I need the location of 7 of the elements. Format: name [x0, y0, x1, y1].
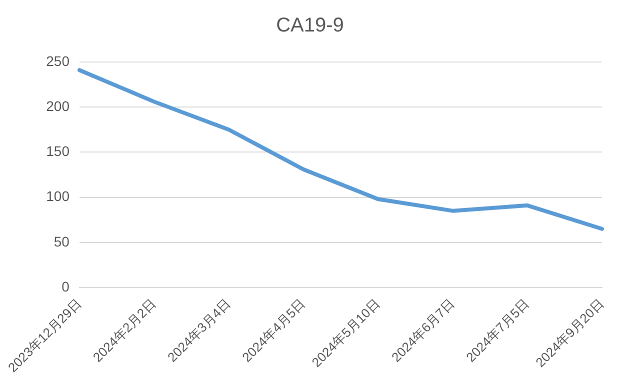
y-tick-label: 200 — [46, 98, 70, 114]
y-tick-label: 100 — [46, 188, 70, 204]
y-tick-label: 0 — [62, 278, 70, 294]
chart-title: CA19-9 — [276, 14, 344, 37]
y-tick-label: 250 — [46, 52, 70, 69]
y-tick-label: 150 — [46, 143, 70, 160]
y-tick-label: 50 — [54, 233, 70, 250]
